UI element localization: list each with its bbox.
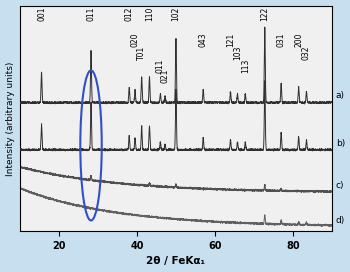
Text: 031: 031 (276, 32, 286, 47)
Text: 012: 012 (125, 7, 134, 21)
Text: 200: 200 (294, 32, 303, 47)
Text: 122: 122 (260, 7, 269, 21)
Text: c): c) (336, 181, 344, 190)
Text: 113: 113 (241, 58, 250, 73)
Text: 102: 102 (172, 7, 181, 21)
Text: 110: 110 (145, 7, 154, 21)
Y-axis label: Intensity (arbitrary units): Intensity (arbitrary units) (6, 61, 15, 176)
Text: 020: 020 (131, 32, 140, 47)
Text: 001: 001 (37, 7, 46, 21)
Text: 011: 011 (156, 58, 165, 73)
Text: 032: 032 (302, 45, 311, 60)
Text: d): d) (336, 216, 345, 225)
X-axis label: 2θ / FeKα₁: 2θ / FeKα₁ (146, 256, 205, 267)
Text: 121: 121 (226, 33, 235, 47)
Text: a): a) (336, 91, 345, 100)
Text: 103: 103 (233, 45, 242, 60)
Text: 043: 043 (199, 32, 208, 47)
Text: 021: 021 (161, 69, 169, 83)
Text: 011: 011 (86, 7, 96, 21)
Text: T01: T01 (137, 45, 146, 60)
Text: b): b) (336, 138, 345, 148)
